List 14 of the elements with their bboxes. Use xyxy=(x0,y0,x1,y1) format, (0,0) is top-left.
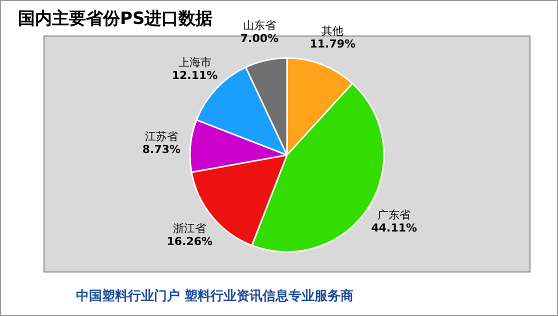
data-label: 8.73% xyxy=(142,142,181,156)
slice-label: 江苏省 xyxy=(144,130,178,143)
data-label: 12.11% xyxy=(172,68,218,82)
data-label: 7.00% xyxy=(240,32,279,45)
data-label: 44.11% xyxy=(371,222,418,235)
slice-label: 上海市 xyxy=(178,56,212,69)
data-label: 11.79% xyxy=(310,37,356,50)
slice-label: 其他 xyxy=(322,24,344,38)
chart-title: 国内主要省份PS进口数据 xyxy=(18,9,213,29)
slice-label: 广东省 xyxy=(378,208,411,222)
slice-label: 山东省 xyxy=(242,18,276,32)
data-label: 16.26% xyxy=(166,235,213,248)
text: 中国塑料行业门户 塑料行业资讯信息专业服务商 xyxy=(76,288,354,304)
slice-label: 浙江省 xyxy=(173,222,206,236)
